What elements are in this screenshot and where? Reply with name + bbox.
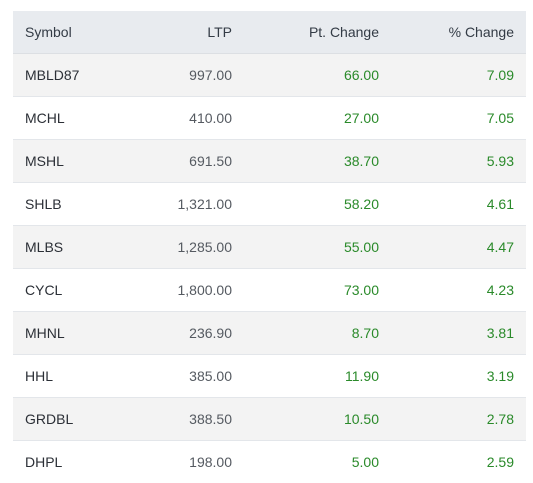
table-row[interactable]: MLBS 1,285.00 55.00 4.47: [13, 225, 526, 269]
header-pct-change[interactable]: % Change: [391, 11, 526, 54]
cell-symbol[interactable]: MHNL: [13, 311, 135, 355]
cell-ltp: 236.90: [135, 311, 243, 355]
top-gainers-table: Symbol LTP Pt. Change % Change MBLD87 99…: [13, 11, 526, 483]
cell-symbol[interactable]: MLBS: [13, 225, 135, 269]
cell-pct-change: 7.09: [391, 53, 526, 97]
table-header-row: Symbol LTP Pt. Change % Change: [13, 11, 526, 54]
table-row[interactable]: MHNL 236.90 8.70 3.81: [13, 311, 526, 355]
cell-symbol[interactable]: SHLB: [13, 182, 135, 226]
table-row[interactable]: HHL 385.00 11.90 3.19: [13, 354, 526, 398]
cell-pct-change: 4.23: [391, 268, 526, 312]
table-row[interactable]: CYCL 1,800.00 73.00 4.23: [13, 268, 526, 312]
cell-pct-change: 2.59: [486, 453, 514, 470]
cell-symbol[interactable]: GRDBL: [13, 397, 135, 441]
cell-ltp: 1,321.00: [135, 182, 243, 226]
table-body: MBLD87 997.00 66.00 7.09 MCHL 410.00 27.…: [13, 53, 526, 483]
cell-symbol[interactable]: MBLD87: [13, 53, 135, 97]
cell-pct-change: 7.05: [391, 96, 526, 140]
header-symbol[interactable]: Symbol: [13, 11, 135, 54]
cell-ltp: 691.50: [135, 139, 243, 183]
cell-symbol[interactable]: DHPL: [25, 453, 63, 470]
cell-ltp: 198.00: [189, 453, 232, 470]
cell-symbol[interactable]: MSHL: [13, 139, 135, 183]
cell-pt-change: 11.90: [243, 354, 391, 398]
cell-pt-change: 73.00: [243, 268, 391, 312]
cell-symbol[interactable]: MCHL: [13, 96, 135, 140]
table-row[interactable]: MSHL 691.50 38.70 5.93: [13, 139, 526, 183]
table-row[interactable]: SHLB 1,321.00 58.20 4.61: [13, 182, 526, 226]
table-row[interactable]: MBLD87 997.00 66.00 7.09: [13, 53, 526, 97]
cell-pt-change: 66.00: [243, 53, 391, 97]
table-row[interactable]: MCHL 410.00 27.00 7.05: [13, 96, 526, 140]
cell-ltp: 997.00: [135, 53, 243, 97]
cell-ltp: 385.00: [135, 354, 243, 398]
header-ltp[interactable]: LTP: [135, 11, 243, 54]
cell-pct-change: 5.93: [391, 139, 526, 183]
cell-pt-change: 55.00: [243, 225, 391, 269]
table-row[interactable]: GRDBL 388.50 10.50 2.78: [13, 397, 526, 441]
cell-pct-change: 2.78: [391, 397, 526, 441]
cell-ltp: 1,800.00: [135, 268, 243, 312]
cell-symbol[interactable]: HHL: [13, 354, 135, 398]
cell-ltp: 1,285.00: [135, 225, 243, 269]
cell-pt-change: 5.00: [351, 453, 379, 470]
cell-symbol[interactable]: CYCL: [13, 268, 135, 312]
top-gainers-table-container: Symbol LTP Pt. Change % Change MBLD87 99…: [13, 11, 526, 483]
cell-pct-change: 4.47: [391, 225, 526, 269]
cell-pt-change: 58.20: [243, 182, 391, 226]
cell-pt-change: 10.50: [243, 397, 391, 441]
cell-pct-change: 3.81: [391, 311, 526, 355]
header-pt-change[interactable]: Pt. Change: [243, 11, 391, 54]
cell-pt-change: 38.70: [243, 139, 391, 183]
cell-pt-change: 27.00: [243, 96, 391, 140]
table-header: Symbol LTP Pt. Change % Change: [13, 11, 526, 54]
cell-pt-change: 8.70: [243, 311, 391, 355]
table-row[interactable]: DHPL 198.00 5.00 2.59: [13, 440, 526, 483]
cell-pct-change: 4.61: [391, 182, 526, 226]
cell-pct-change: 3.19: [391, 354, 526, 398]
cell-ltp: 410.00: [135, 96, 243, 140]
cell-ltp: 388.50: [135, 397, 243, 441]
